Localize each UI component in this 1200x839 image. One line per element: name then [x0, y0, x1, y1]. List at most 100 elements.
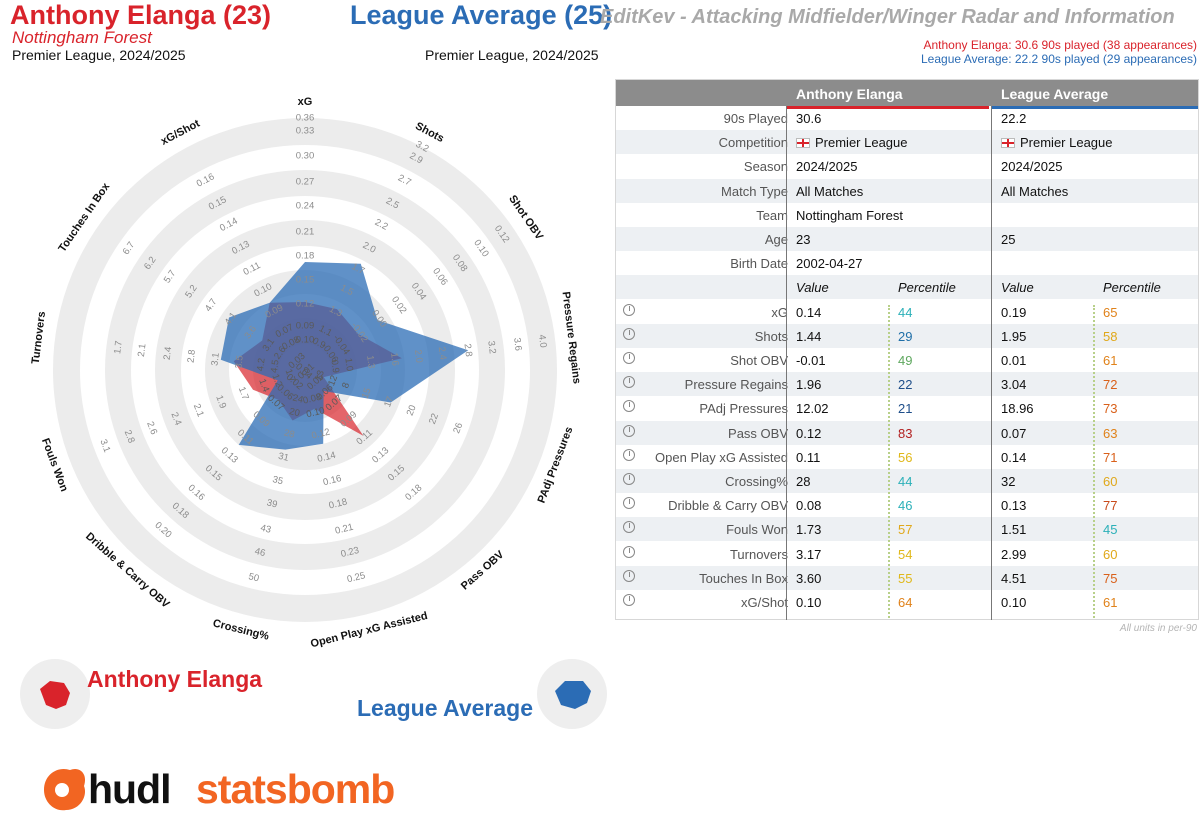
percentile-divider: [1093, 305, 1095, 618]
radar-tick-label: 0.16: [322, 473, 343, 488]
metric-dial-icon: [623, 594, 635, 606]
metric-dial-icon: [623, 352, 635, 364]
league-percentile: 60: [1103, 546, 1118, 562]
info-row-player-value: 30.6: [796, 111, 821, 126]
radar-tick-label: 2.0: [361, 240, 378, 256]
radar-inner-tick-label: 8: [340, 381, 352, 390]
radar-tick-label: 0.30: [296, 151, 315, 162]
league-value: 1.95: [1001, 328, 1027, 344]
radar-tick-label: 43: [259, 523, 272, 536]
radar-polygons: [220, 262, 469, 450]
column-divider: [786, 106, 787, 620]
percentile-divider: [888, 305, 890, 618]
player-percentile: 44: [898, 304, 913, 320]
radar-tick-label: 2.1: [136, 343, 149, 357]
metric-row-label: Shot OBV: [730, 353, 788, 368]
player-title: Anthony Elanga (23): [10, 0, 272, 30]
info-row: Competition Premier League Premier League: [616, 130, 1198, 155]
player-legend-label: Anthony Elanga: [87, 666, 263, 692]
metric-row-label: Shots: [754, 328, 788, 344]
player-percentile: 29: [898, 328, 913, 344]
metric-row: Crossing% 28 44 32 60: [616, 469, 1198, 493]
metric-row-label: PAdj Pressures: [699, 401, 788, 417]
radar-chart: 0.12 0.15 0.18 0.21 0.24 0.27 0.30 0.33 0.36 0.09…: [30, 96, 583, 650]
metric-row-label: Open Play xG Assisted: [655, 449, 788, 465]
info-player-text: 30.6: [796, 111, 822, 126]
metric-row-label: Pressure Regains: [684, 377, 788, 393]
radar-tick-label: 0.21: [334, 522, 355, 537]
info-player-text: 2002-04-27: [796, 256, 863, 272]
info-league-text: Premier League: [1020, 135, 1113, 151]
player-value: 0.08: [796, 498, 822, 514]
player-value: 3.17: [796, 546, 822, 562]
player-value: 1.73: [796, 522, 822, 538]
player-percentile: 54: [898, 546, 913, 562]
info-row: Age 23 25: [616, 227, 1198, 251]
radar-tick-label: 46: [254, 546, 267, 559]
league-title: League Average (25): [350, 0, 613, 30]
info-row-label: Match Type: [721, 183, 788, 199]
metric-row: Touches In Box 3.60 55 4.51 75: [616, 565, 1198, 590]
radar-tick-label: 3.2: [485, 340, 498, 354]
england-flag-icon: [796, 138, 810, 149]
metric-row-label: Fouls Won: [726, 522, 788, 538]
metric-row: xG/Shot 0.10 64 0.10 61: [616, 590, 1198, 614]
hudl-statsbomb-logo: [44, 768, 86, 811]
info-row-player-value: Nottingham Forest: [796, 208, 903, 223]
info-row-label: Team: [756, 207, 788, 223]
player-percentile: 49: [898, 353, 913, 368]
radar-tick-label: 2.8: [122, 429, 137, 445]
metric-dial-icon: [623, 448, 635, 461]
info-row-label: Age: [764, 232, 788, 247]
metric-row-label: xG: [771, 304, 788, 320]
info-row-league-value: 22.2: [1001, 111, 1026, 126]
info-table: Anthony Elanga League Average 90s Played…: [615, 79, 1199, 620]
radar-tick-label: 1.3: [327, 304, 344, 320]
league-value: 18.96: [1001, 401, 1034, 417]
info-row-league-value: Premier League: [1001, 135, 1113, 150]
league-value: 0.01: [1001, 353, 1027, 368]
radar-tick-label: 2.6: [144, 420, 159, 436]
metric-row-label: Touches In Box: [699, 570, 788, 586]
league-played-note: League Average: 22.2 90s played (29 appe…: [921, 52, 1197, 66]
league-percentile: 61: [1103, 353, 1118, 368]
player-team: Nottingham Forest: [12, 28, 152, 47]
radar-inner-tick-label: 0.9: [311, 336, 328, 352]
units-note: All units in per-90: [1119, 623, 1197, 634]
subheader-value: Value: [796, 280, 829, 296]
player-value: -0.01: [796, 353, 826, 368]
metric-dial-icon: [623, 569, 635, 582]
league-value: 0.07: [1001, 425, 1027, 441]
metric-dial-icon: [623, 303, 635, 316]
radar-tick-label: 2.0: [412, 349, 425, 363]
league-percentile: 72: [1103, 377, 1118, 393]
radar-inner-tick-label: 20: [288, 406, 301, 419]
radar-tick-label: 0.12: [296, 299, 315, 310]
table-header-league: League Average: [1001, 86, 1109, 102]
league-percentile: 63: [1103, 425, 1118, 441]
player-percentile: 55: [898, 570, 913, 586]
radar-inner-tick-label: 1.7: [283, 368, 298, 384]
subheader-percentile: Percentile: [898, 280, 956, 296]
info-league-text: 22.2: [1001, 111, 1027, 126]
radar-tick-label: 0.15: [296, 275, 315, 286]
league-percentile: 61: [1103, 595, 1118, 610]
league-value: 1.51: [1001, 522, 1027, 538]
info-player-text: All Matches: [796, 183, 864, 199]
radar-tick-label: 2.2: [373, 217, 390, 233]
metric-row: PAdj Pressures 12.02 21 18.96 73: [616, 396, 1198, 420]
info-row-label: Season: [743, 159, 788, 175]
radar-tick-label: 0.12: [310, 427, 331, 442]
radar-tick-label: 1.3: [364, 355, 377, 369]
player-value: 0.14: [796, 304, 822, 320]
metric-row: Turnovers 3.17 54 2.99 60: [616, 542, 1198, 566]
metric-dial-icon: [623, 545, 635, 558]
radar-tick-label: 50: [247, 571, 260, 584]
league-percentile: 71: [1103, 449, 1118, 465]
radar-metric-label: Crossing%: [212, 617, 271, 642]
radar-tick-label: 35: [271, 474, 284, 487]
metric-row-label: Turnovers: [729, 546, 788, 562]
metric-dial-icon: [623, 521, 635, 534]
info-row: Season 2024/2025 2024/2025: [616, 154, 1198, 178]
league-value: 3.04: [1001, 377, 1027, 393]
